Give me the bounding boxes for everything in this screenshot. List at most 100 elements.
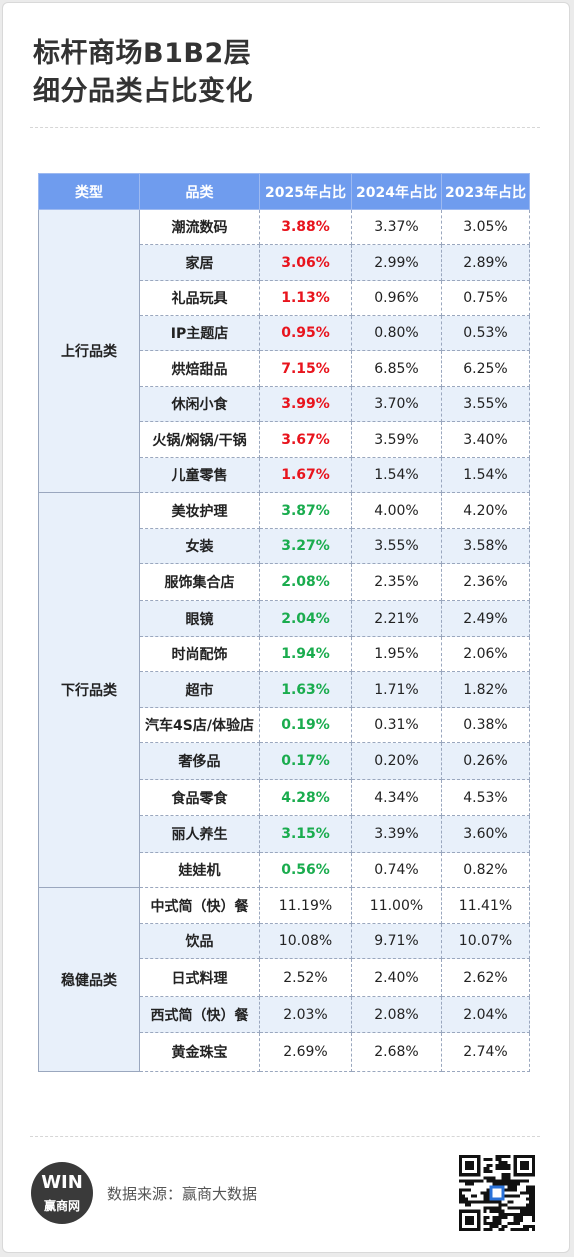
table-row: 礼品玩具 1.13% 0.96% 0.75% (39, 280, 530, 316)
share-2025-cell: 1.94% (259, 636, 352, 672)
share-2024-cell: 2.40% (351, 958, 442, 997)
logo-text: 赢商网 (43, 1199, 80, 1213)
table-row: 西式简（快）餐 2.03% 2.08% 2.04% (39, 996, 530, 1033)
category-cell: 家居 (139, 244, 260, 281)
category-cell: 超市 (139, 671, 260, 708)
table-row: 家居 3.06% 2.99% 2.89% (39, 244, 530, 281)
share-2023-cell: 0.53% (441, 315, 530, 351)
table-row: 女装 3.27% 3.55% 3.58% (39, 528, 530, 564)
table-row: 服饰集合店 2.08% 2.35% 2.36% (39, 563, 530, 601)
category-cell: 中式简（快）餐 (139, 887, 260, 924)
category-cell: 烘焙甜品 (139, 350, 260, 387)
category-share-table: 类型 品类 2025年占比 2024年占比 2023年占比 上行品类 潮流数码 3.… (38, 173, 530, 1072)
share-2023-cell: 4.20% (441, 492, 530, 529)
share-2025-cell: 2.08% (259, 563, 352, 601)
share-2023-cell: 0.82% (441, 852, 530, 888)
share-2023-cell: 2.04% (441, 996, 530, 1033)
category-cell: 食品零食 (139, 779, 260, 816)
header-category: 品类 (139, 173, 260, 210)
table-row: 儿童零售 1.67% 1.54% 1.54% (39, 457, 530, 493)
share-2024-cell: 11.00% (351, 887, 442, 924)
share-2025-cell: 3.67% (259, 421, 352, 458)
share-2023-cell: 3.55% (441, 386, 530, 422)
share-2025-cell: 2.04% (259, 600, 352, 637)
share-2023-cell: 10.07% (441, 923, 530, 959)
table-row: 下行品类 美妆护理 3.87% 4.00% 4.20% (38, 492, 530, 888)
share-2023-cell: 2.36% (441, 563, 530, 601)
share-2024-cell: 9.71% (351, 923, 442, 959)
category-cell: 西式简（快）餐 (139, 996, 260, 1033)
title-line-2: 细分品类占比变化 (33, 76, 253, 107)
share-2025-cell: 1.63% (259, 671, 352, 708)
share-2024-cell: 0.74% (351, 852, 442, 888)
share-2024-cell: 1.71% (351, 671, 442, 708)
table-row: 火锅/焖锅/干锅 3.67% 3.59% 3.40% (39, 421, 530, 458)
share-2024-cell: 0.20% (351, 742, 442, 780)
type-cell: 稳健品类 (38, 887, 140, 1072)
category-cell: 汽车4S店/体验店 (139, 707, 260, 743)
share-2025-cell: 10.08% (259, 923, 352, 959)
share-2024-cell: 3.70% (351, 386, 442, 422)
table-body: 上行品类 潮流数码 3.88% 3.37% 3.05% 家居 3.06% 2.99% 2.89%… (38, 209, 530, 1072)
share-2024-cell: 3.59% (351, 421, 442, 458)
share-2025-cell: 2.69% (259, 1032, 352, 1072)
share-2023-cell: 11.41% (441, 887, 530, 924)
table-row: 休闲小食 3.99% 3.70% 3.55% (39, 386, 530, 422)
share-2024-cell: 3.55% (351, 528, 442, 564)
share-2024-cell: 6.85% (351, 350, 442, 387)
header-2024: 2024年占比 (351, 173, 442, 210)
category-cell: 丽人养生 (139, 815, 260, 853)
share-2023-cell: 2.89% (441, 244, 530, 281)
share-2023-cell: 0.38% (441, 707, 530, 743)
share-2023-cell: 3.05% (441, 209, 530, 245)
category-cell: IP主题店 (139, 315, 260, 351)
table-row: 时尚配饰 1.94% 1.95% 2.06% (39, 636, 530, 672)
share-2025-cell: 1.13% (259, 280, 352, 316)
share-2024-cell: 1.54% (351, 457, 442, 493)
share-2025-cell: 3.27% (259, 528, 352, 564)
table-row: 上行品类 潮流数码 3.88% 3.37% 3.05% (38, 209, 530, 493)
category-cell: 火锅/焖锅/干锅 (139, 421, 260, 458)
share-2025-cell: 2.52% (259, 958, 352, 997)
share-2025-cell: 2.03% (259, 996, 352, 1033)
category-cell: 黄金珠宝 (139, 1032, 260, 1072)
header-2023: 2023年占比 (441, 173, 530, 210)
table-row: 食品零食 4.28% 4.34% 4.53% (39, 779, 530, 816)
category-cell: 女装 (139, 528, 260, 564)
category-cell: 服饰集合店 (139, 563, 260, 601)
share-2024-cell: 0.96% (351, 280, 442, 316)
table-row: 饮品 10.08% 9.71% 10.07% (39, 923, 530, 959)
share-2023-cell: 0.75% (441, 280, 530, 316)
share-2023-cell: 2.49% (441, 600, 530, 637)
share-2024-cell: 0.31% (351, 707, 442, 743)
category-cell: 奢侈品 (139, 742, 260, 780)
share-2024-cell: 2.35% (351, 563, 442, 601)
table-row: 丽人养生 3.15% 3.39% 3.60% (39, 815, 530, 853)
divider-bottom (30, 1136, 540, 1137)
table-header-row: 类型 品类 2025年占比 2024年占比 2023年占比 (38, 173, 530, 210)
page-title: 标杆商场B1B2层 细分品类占比变化 (33, 35, 253, 111)
type-cell: 上行品类 (38, 209, 140, 493)
category-cell: 饮品 (139, 923, 260, 959)
table-row: 奢侈品 0.17% 0.20% 0.26% (39, 742, 530, 780)
category-cell: 时尚配饰 (139, 636, 260, 672)
table-row: 眼镜 2.04% 2.21% 2.49% (39, 600, 530, 637)
category-cell: 礼品玩具 (139, 280, 260, 316)
share-2025-cell: 0.19% (259, 707, 352, 743)
share-2023-cell: 1.82% (441, 671, 530, 708)
type-cell: 下行品类 (38, 492, 140, 888)
share-2024-cell: 4.00% (351, 492, 442, 529)
share-2025-cell: 1.67% (259, 457, 352, 493)
qr-code-icon[interactable] (459, 1155, 535, 1231)
table-row: IP主题店 0.95% 0.80% 0.53% (39, 315, 530, 351)
category-cell: 眼镜 (139, 600, 260, 637)
title-line-1: 标杆商场B1B2层 (33, 38, 252, 69)
logo-mark-icon: WIN (41, 1172, 83, 1193)
category-cell: 休闲小食 (139, 386, 260, 422)
category-cell: 儿童零售 (139, 457, 260, 493)
share-2024-cell: 2.99% (351, 244, 442, 281)
share-2024-cell: 3.37% (351, 209, 442, 245)
table-row: 娃娃机 0.56% 0.74% 0.82% (39, 852, 530, 888)
share-2025-cell: 7.15% (259, 350, 352, 387)
table-row: 黄金珠宝 2.69% 2.68% 2.74% (39, 1032, 530, 1072)
